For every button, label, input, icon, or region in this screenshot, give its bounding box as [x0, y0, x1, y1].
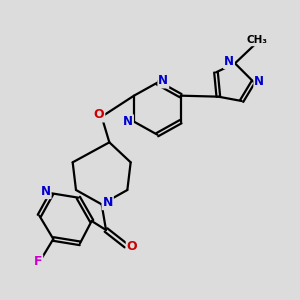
Text: N: N: [158, 74, 168, 88]
Text: O: O: [127, 240, 137, 253]
Text: N: N: [254, 75, 264, 88]
Text: F: F: [34, 255, 42, 268]
Text: N: N: [41, 185, 51, 198]
Text: N: N: [224, 55, 234, 68]
Text: N: N: [123, 115, 133, 128]
Text: O: O: [94, 109, 104, 122]
Text: CH₃: CH₃: [246, 35, 267, 45]
Text: N: N: [103, 196, 113, 209]
